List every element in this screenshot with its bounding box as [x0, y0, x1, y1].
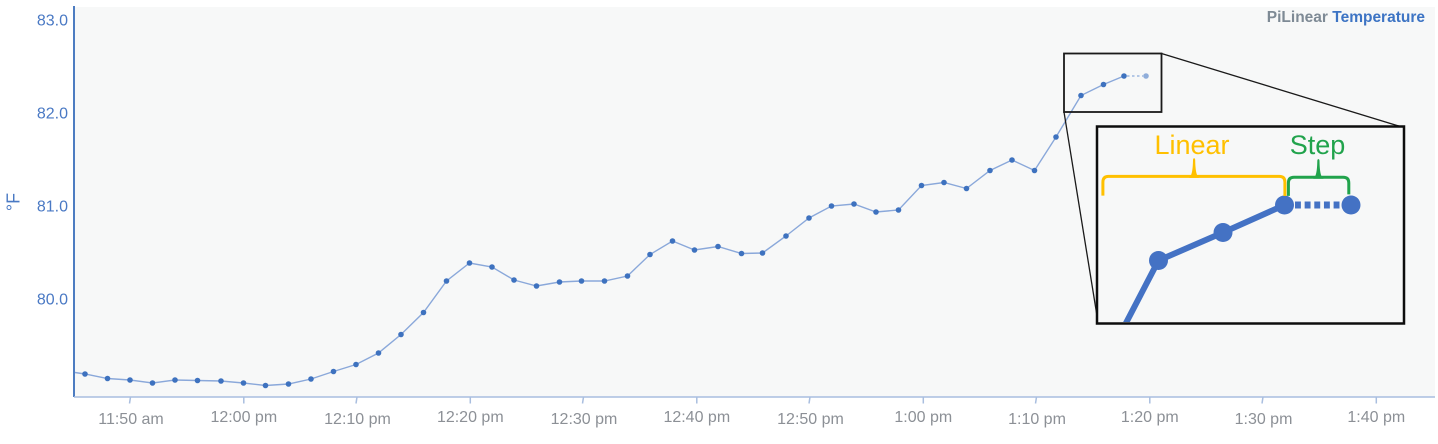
svg-text:12:30 pm: 12:30 pm [551, 411, 618, 428]
svg-text:12:00 pm: 12:00 pm [210, 409, 277, 426]
svg-text:1:00 pm: 1:00 pm [894, 409, 952, 426]
svg-text:1:30 pm: 1:30 pm [1235, 411, 1293, 428]
svg-text:Linear: Linear [1154, 130, 1229, 160]
svg-text:12:10 pm: 12:10 pm [324, 411, 391, 428]
svg-text:11:50 am: 11:50 am [98, 411, 164, 428]
svg-text:83.0: 83.0 [37, 13, 68, 30]
svg-text:82.0: 82.0 [37, 106, 68, 123]
svg-text:80.0: 80.0 [37, 292, 68, 309]
svg-text:1:10 pm: 1:10 pm [1008, 411, 1066, 428]
svg-text:°F: °F [4, 193, 24, 211]
svg-text:PiLinear Temperature: PiLinear Temperature [1267, 9, 1426, 26]
svg-text:1:40 pm: 1:40 pm [1347, 409, 1405, 426]
svg-text:12:20 pm: 12:20 pm [437, 409, 504, 426]
svg-text:12:40 pm: 12:40 pm [663, 409, 730, 426]
svg-text:12:50 pm: 12:50 pm [777, 411, 844, 428]
svg-text:81.0: 81.0 [37, 199, 68, 216]
svg-text:1:20 pm: 1:20 pm [1121, 409, 1179, 426]
svg-text:Step: Step [1290, 130, 1346, 160]
